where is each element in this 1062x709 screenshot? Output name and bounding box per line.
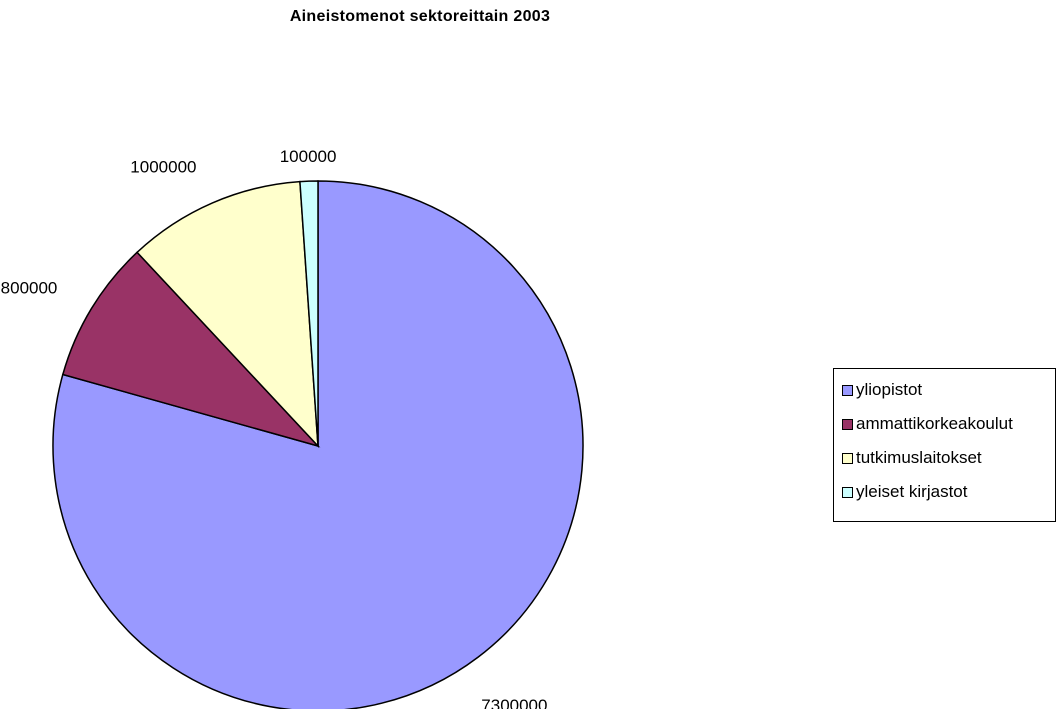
legend-item-yleiset-kirjastot: yleiset kirjastot (834, 475, 1055, 509)
legend-item-tutkimuslaitokset: tutkimuslaitokset (834, 441, 1055, 475)
legend-label: tutkimuslaitokset (856, 448, 982, 467)
data-label-ammattikorkeakoulut: 800000 (1, 279, 58, 298)
legend-swatch (842, 486, 853, 498)
legend-label: ammattikorkeakoulut (856, 414, 1013, 433)
pie-slice-ammattikorkeakoulut (61, 251, 321, 448)
pie-slice-yleiset-kirjastot (299, 180, 319, 447)
data-label-yliopistot: 7300000 (481, 696, 547, 709)
chart-legend: yliopistot ammattikorkeakoulut tutkimusl… (833, 368, 1056, 522)
data-label-yleiset-kirjastot: 100000 (280, 147, 337, 166)
data-label-tutkimuslaitokset: 1000000 (130, 157, 196, 176)
pie-slice-tutkimuslaitokset (136, 180, 319, 449)
legend-label: yliopistot (856, 380, 923, 399)
legend-swatch (842, 418, 853, 430)
pie-chart: 7300000 800000 1000000 100000 (1, 147, 584, 709)
chart-title: Aineistomenot sektoreittain 2003 (289, 8, 551, 25)
legend-swatch (842, 452, 853, 464)
legend-item-ammattikorkeakoulut: ammattikorkeakoulut (834, 407, 1055, 441)
legend-item-yliopistot: yliopistot (834, 373, 1055, 407)
legend-label: yleiset kirjastot (856, 482, 968, 501)
legend-swatch (842, 384, 853, 396)
